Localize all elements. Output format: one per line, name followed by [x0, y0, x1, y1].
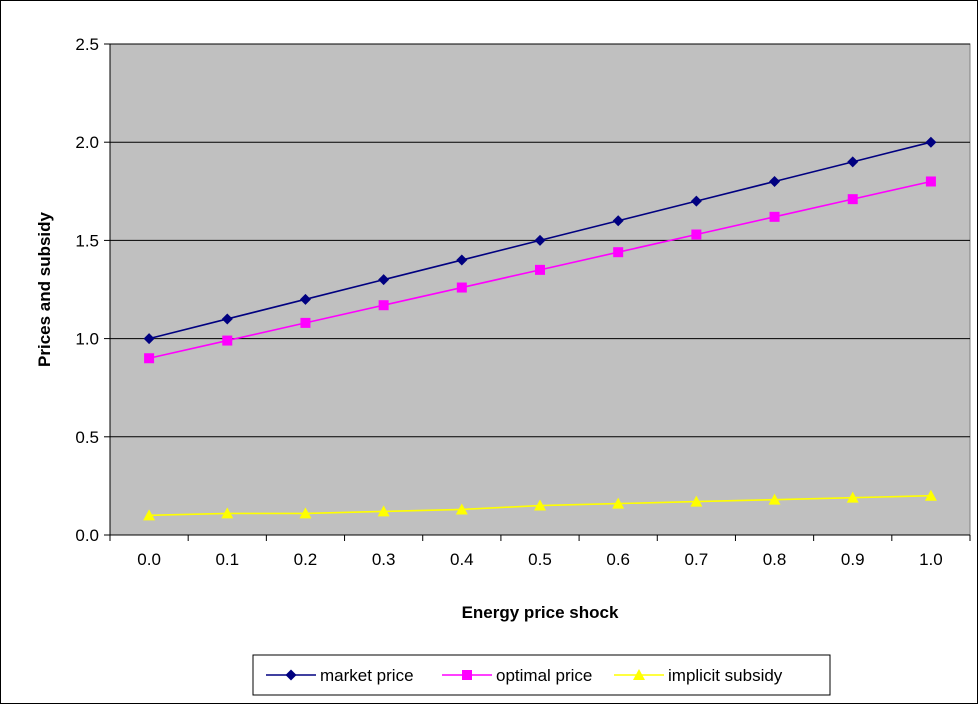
data-point — [534, 234, 546, 246]
data-point — [455, 503, 468, 515]
data-point — [925, 136, 937, 148]
data-point — [613, 247, 624, 258]
data-point — [456, 254, 468, 266]
series-layer — [143, 136, 937, 521]
x-tick-labels: 0.0 0.1 0.2 0.3 0.4 0.5 0.6 0.7 0.8 0.9 1.0 — [137, 550, 942, 569]
y-tick-labels: 0.0 0.5 1.0 1.5 2.0 2.5 — [75, 35, 99, 545]
data-point — [143, 509, 156, 521]
y-tick-label: 0.5 — [75, 428, 99, 447]
x-tick-label: 1.0 — [919, 550, 943, 569]
x-tick-label: 0.0 — [137, 550, 161, 569]
data-point — [690, 495, 703, 507]
data-point — [221, 507, 234, 519]
data-point — [691, 229, 702, 240]
series-implicit-subsidy — [143, 489, 937, 521]
x-tick-label: 0.4 — [450, 550, 474, 569]
legend-label: optimal price — [496, 666, 592, 685]
x-tick-label: 0.8 — [763, 550, 787, 569]
data-point — [924, 489, 937, 501]
legend-marker — [462, 670, 472, 680]
data-point — [768, 493, 781, 505]
data-point — [535, 264, 545, 275]
plot-area — [109, 43, 971, 536]
x-tick-label: 0.3 — [372, 550, 396, 569]
data-point — [299, 507, 312, 519]
axes — [104, 43, 971, 541]
y-tick-label: 2.0 — [75, 133, 99, 152]
x-tick-label: 0.2 — [294, 550, 318, 569]
data-point — [690, 195, 702, 207]
data-point — [300, 317, 311, 328]
legend-entry: implicit subsidy — [614, 666, 783, 685]
y-tick-label: 2.5 — [75, 35, 99, 54]
legend-marker — [285, 669, 297, 681]
x-axis-title: Energy price shock — [462, 603, 619, 622]
x-tick-label: 0.7 — [685, 550, 709, 569]
data-point — [222, 335, 233, 346]
y-tick-label: 0.0 — [75, 526, 99, 545]
data-point — [144, 353, 155, 364]
x-tick-label: 0.9 — [841, 550, 865, 569]
data-point — [377, 505, 390, 517]
legend-box — [252, 654, 831, 696]
series-market-price — [143, 136, 937, 345]
y-tick-label: 1.0 — [75, 330, 99, 349]
data-point — [221, 313, 233, 325]
legend-label: market price — [320, 666, 414, 685]
data-point — [847, 194, 858, 205]
data-point — [925, 176, 936, 187]
legend-label: implicit subsidy — [668, 666, 783, 685]
series-optimal-price — [144, 176, 936, 364]
data-point — [847, 156, 859, 168]
data-point — [612, 215, 624, 227]
legend: market price optimal price implicit subsid… — [252, 654, 831, 696]
data-point — [534, 499, 546, 511]
legend-entry: optimal price — [442, 666, 592, 685]
y-tick-label: 1.5 — [75, 231, 99, 250]
data-point — [612, 497, 625, 509]
legend-entry: market price — [266, 666, 414, 685]
data-point — [456, 282, 467, 293]
data-point — [378, 274, 390, 286]
data-point — [769, 211, 780, 222]
data-point — [299, 293, 311, 305]
data-point — [143, 333, 155, 345]
gridlines — [110, 43, 970, 438]
x-tick-label: 0.6 — [606, 550, 630, 569]
legend-marker — [633, 669, 645, 680]
data-point — [846, 491, 859, 503]
data-point — [769, 175, 781, 187]
x-tick-label: 0.1 — [215, 550, 239, 569]
data-point — [378, 300, 389, 311]
y-axis-title: Prices and subsidy — [35, 211, 54, 366]
x-tick-label: 0.5 — [528, 550, 552, 569]
